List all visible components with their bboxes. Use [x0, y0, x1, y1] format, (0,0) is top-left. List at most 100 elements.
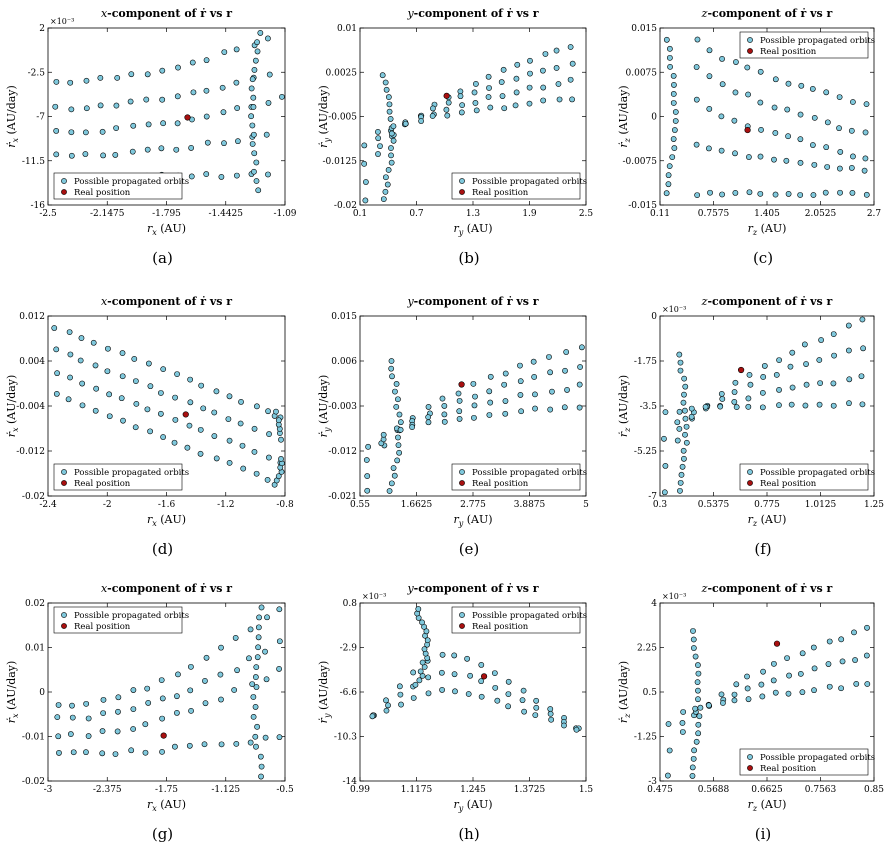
- y-axis-label: ṙx (AU/day): [5, 661, 20, 724]
- orbit-point: [387, 116, 394, 122]
- panel-caption: (h): [458, 825, 479, 843]
- legend-label-real: Real position: [74, 479, 131, 489]
- orbit-point: [672, 118, 679, 124]
- orbit-point: [665, 181, 672, 188]
- orbit-point: [473, 107, 480, 114]
- orbit-point: [679, 729, 686, 735]
- orbit-point: [235, 138, 241, 145]
- orbit-point: [369, 713, 376, 720]
- orbit-point: [251, 448, 258, 455]
- orbit-point: [492, 684, 499, 691]
- orbit-point: [410, 695, 417, 701]
- orbit-point: [186, 422, 193, 429]
- orbit-point: [676, 408, 683, 415]
- orbit-point: [850, 153, 856, 160]
- orbit-point: [213, 388, 220, 395]
- orbit-point: [822, 189, 829, 196]
- orbit-point: [115, 708, 121, 715]
- orbit-point: [553, 47, 560, 54]
- orbit-point: [688, 405, 695, 412]
- legend-marker-real: [61, 189, 67, 195]
- chart-title: y-component of ṙ vs r: [406, 582, 538, 595]
- real-position-point: [443, 92, 450, 99]
- x-tick-label: 3.8875: [514, 500, 546, 510]
- orbit-point: [365, 443, 372, 450]
- orbit-point: [665, 721, 672, 727]
- orbit-point: [382, 79, 389, 86]
- orbit-point: [776, 387, 782, 393]
- orbit-point: [733, 404, 740, 410]
- orbit-point: [218, 696, 224, 703]
- legend-label-orbits: Possible propagated orbits: [74, 468, 189, 478]
- orbit-point: [803, 361, 809, 367]
- orbit-point: [237, 420, 244, 427]
- legend-box: [451, 172, 581, 200]
- orbit-point: [273, 408, 279, 415]
- panel-caption: (g): [152, 825, 173, 843]
- orbit-point: [100, 710, 107, 716]
- orbit-point: [732, 189, 739, 196]
- orbit-point: [540, 97, 547, 104]
- orbit-point: [65, 396, 72, 403]
- y-tick-label: -0.003: [328, 402, 357, 412]
- orbit-point: [540, 84, 547, 91]
- x-tick-label: 1.1175: [401, 785, 433, 795]
- orbit-point: [66, 329, 73, 335]
- x-tick-label: 2.7: [867, 209, 882, 219]
- legend-marker-orbits: [747, 754, 753, 760]
- orbit-point: [745, 696, 752, 703]
- orbit-point: [425, 404, 432, 410]
- orbit-point: [784, 655, 790, 662]
- orbit-point: [680, 399, 687, 406]
- orbit-point: [55, 702, 62, 708]
- orbit-point: [785, 191, 792, 197]
- orbit-point: [226, 459, 233, 466]
- orbit-point: [375, 135, 382, 142]
- orbit-point: [265, 454, 272, 461]
- orbit-point: [470, 380, 477, 387]
- orbit-point: [784, 106, 791, 113]
- orbit-point: [444, 112, 451, 119]
- orbit-point: [718, 691, 725, 698]
- orbit-point: [402, 120, 409, 127]
- orbit-point: [679, 463, 686, 470]
- orbit-point: [393, 381, 400, 387]
- legend-marker-real: [747, 48, 753, 54]
- panel-caption: (i): [755, 825, 772, 843]
- orbit-point: [77, 357, 84, 364]
- orbit-point: [441, 403, 448, 409]
- orbit-point: [836, 165, 843, 172]
- orbit-point: [693, 64, 700, 70]
- orbit-point: [731, 697, 738, 704]
- orbit-point: [458, 109, 465, 116]
- orbit-point: [776, 402, 782, 409]
- orbit-point: [276, 734, 283, 741]
- orbit-point: [521, 708, 528, 715]
- orbit-point: [233, 79, 240, 86]
- orbit-point: [67, 79, 74, 86]
- orbit-point: [425, 690, 432, 697]
- x-axis-label: ry (AU): [453, 222, 492, 237]
- orbit-point: [662, 463, 669, 469]
- orbit-point: [380, 431, 387, 438]
- orbit-point: [174, 120, 181, 127]
- orbit-point: [666, 45, 673, 52]
- y-axis-label: ṙz (AU/day): [617, 661, 632, 723]
- orbit-point: [429, 113, 436, 119]
- orbit-point: [670, 136, 677, 142]
- orbit-point: [159, 748, 165, 755]
- orbit-point: [677, 479, 684, 486]
- orbit-point: [690, 755, 697, 762]
- orbit-point: [567, 44, 574, 50]
- orbit-point: [486, 85, 492, 91]
- orbit-point: [254, 39, 260, 46]
- orbit-point: [247, 626, 254, 633]
- real-position-point: [773, 640, 781, 647]
- orbit-point: [797, 136, 804, 143]
- orbit-point: [680, 709, 687, 715]
- orbit-point: [188, 145, 195, 151]
- orbit-point: [573, 726, 580, 733]
- orbit-point: [93, 385, 100, 392]
- orbit-point: [184, 444, 191, 451]
